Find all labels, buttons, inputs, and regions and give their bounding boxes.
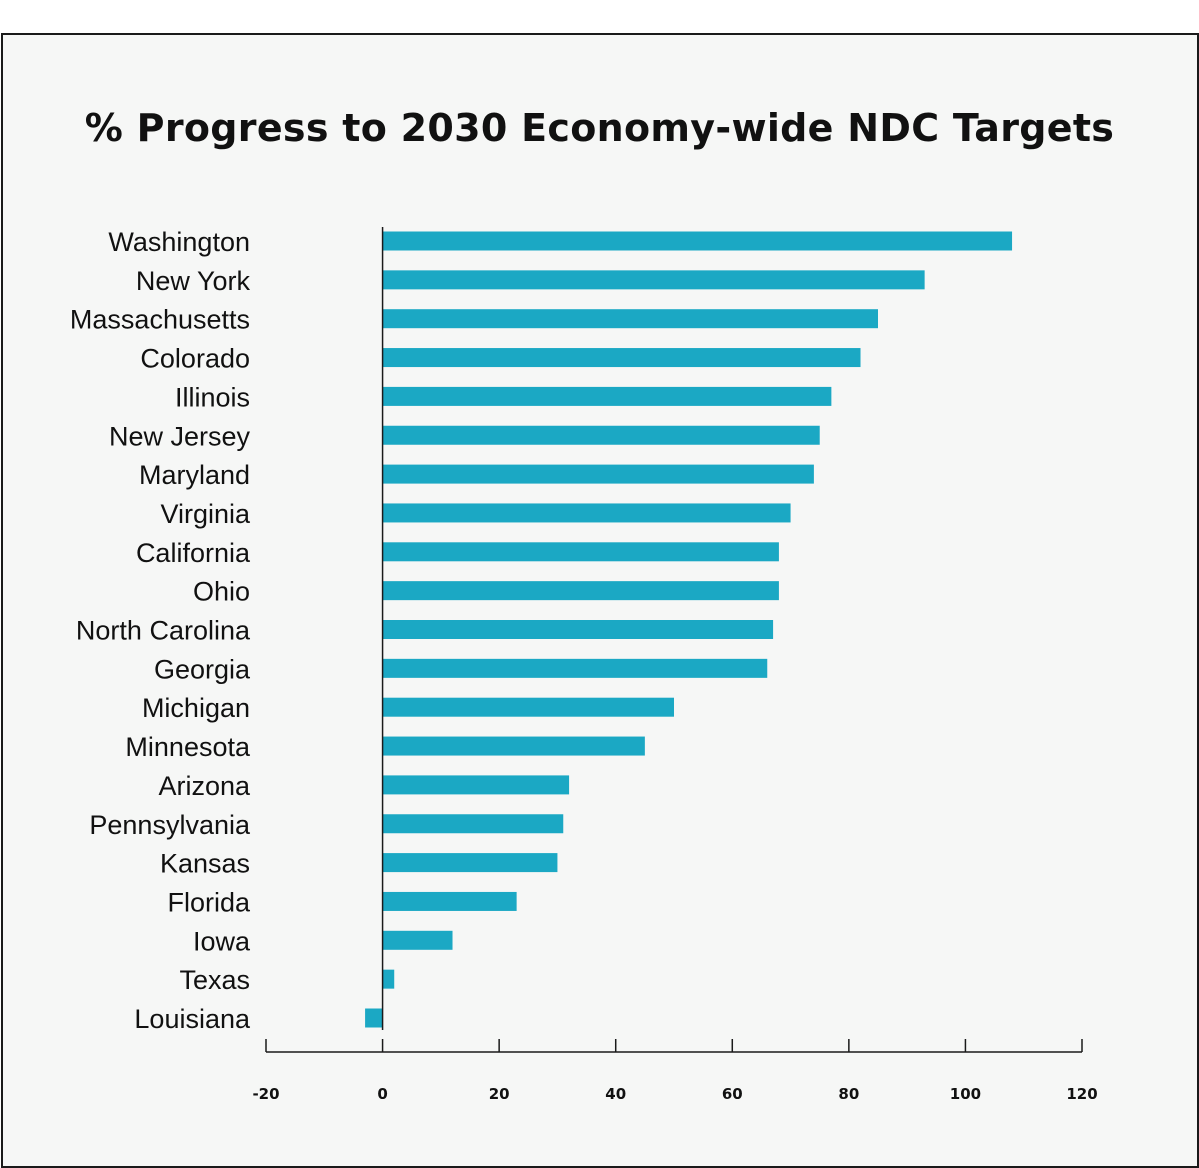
bar-ohio — [382, 581, 779, 601]
category-label-virginia: Virginia — [160, 499, 251, 529]
category-label-georgia: Georgia — [154, 654, 251, 684]
category-label-california: California — [136, 538, 251, 568]
category-label-florida: Florida — [167, 887, 251, 917]
x-tick-label: 0 — [377, 1085, 387, 1103]
category-label-colorado: Colorado — [140, 344, 250, 374]
x-tick-label: 20 — [489, 1085, 510, 1103]
category-label-new-york: New York — [136, 266, 251, 296]
category-label-minnesota: Minnesota — [125, 732, 251, 762]
bar-florida — [382, 891, 517, 911]
bar-kansas — [382, 853, 558, 873]
bar-arizona — [382, 775, 570, 795]
category-label-kansas: Kansas — [160, 849, 250, 879]
x-tick-label: 100 — [950, 1085, 981, 1103]
bar-maryland — [382, 464, 814, 484]
category-label-louisiana: Louisiana — [134, 1004, 251, 1034]
x-tick-label: 60 — [722, 1085, 743, 1103]
x-tick-label: 40 — [605, 1085, 626, 1103]
x-tick-label: 80 — [838, 1085, 859, 1103]
bar-pennsylvania — [382, 814, 564, 834]
chart-panel — [1, 33, 1199, 1168]
category-label-arizona: Arizona — [158, 771, 251, 801]
bar-louisiana — [365, 1008, 383, 1028]
bar-georgia — [382, 658, 768, 678]
x-tick-label: -20 — [252, 1085, 279, 1103]
category-label-ohio: Ohio — [193, 577, 250, 607]
bar-colorado — [382, 348, 861, 368]
category-labels: Washington New York Massachusetts Colorado I… — [70, 227, 251, 1034]
category-label-texas: Texas — [179, 965, 250, 995]
category-label-michigan: Michigan — [142, 693, 250, 723]
category-label-illinois: Illinois — [175, 382, 250, 412]
category-label-maryland: Maryland — [139, 460, 250, 490]
bar-iowa — [382, 930, 453, 950]
bar-new-jersey — [382, 425, 820, 445]
bars-layer — [365, 231, 1013, 1028]
x-tick-label: 120 — [1066, 1085, 1097, 1103]
category-label-north-carolina: North Carolina — [76, 616, 251, 646]
bar-new-york — [382, 270, 925, 290]
category-label-massachusetts: Massachusetts — [70, 305, 250, 335]
x-axis: -20 0 20 40 60 80 100 120 — [252, 1039, 1098, 1103]
bar-virginia — [382, 503, 791, 523]
bar-massachusetts — [382, 309, 878, 329]
category-label-pennsylvania: Pennsylvania — [89, 810, 251, 840]
category-label-new-jersey: New Jersey — [109, 421, 251, 451]
bar-texas — [382, 969, 395, 989]
category-label-iowa: Iowa — [193, 926, 251, 956]
category-label-washington: Washington — [108, 227, 250, 257]
bar-california — [382, 542, 779, 562]
bar-minnesota — [382, 736, 645, 756]
bar-michigan — [382, 697, 674, 717]
bar-north-carolina — [382, 620, 774, 639]
bar-washington — [382, 231, 1013, 251]
bar-illinois — [382, 386, 832, 406]
chart-title: % Progress to 2030 Economy-wide NDC Targ… — [84, 106, 1115, 150]
